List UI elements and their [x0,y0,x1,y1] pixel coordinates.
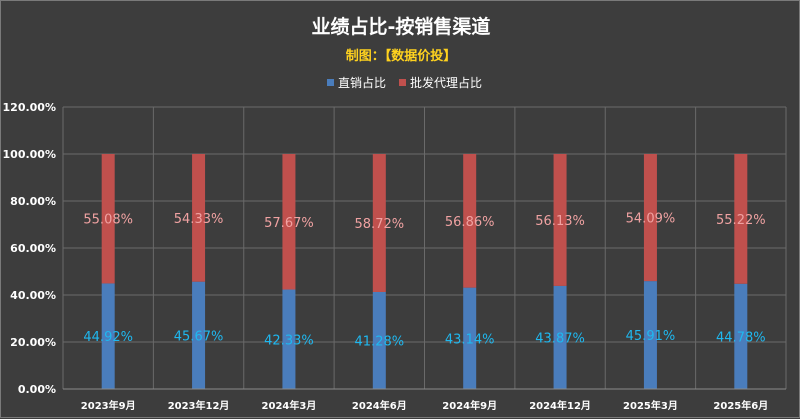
gridlines [62,106,787,390]
data-labels: 44.92% 55.08% 45.67% 54.33% 42.33% 57.67% 41.2… [83,212,765,350]
bar-segment-s2-1 [101,154,115,284]
x-axis: 2023年9月 2023年12月 2024年3月 2024年6月 2024年9月 2024… [63,388,786,412]
bar-segment-s1-8 [734,283,748,389]
data-label-s1-8: 44.78% [716,330,766,345]
x-tick-label: 2024年3月 [262,399,317,412]
x-tick-label: 2025年3月 [623,399,678,412]
data-label-s1-6: 43.87% [535,331,585,346]
bar-segment-s2-4 [372,154,386,292]
bar-segment-s2-7 [643,154,657,282]
legend-label-1: 直销占比 [338,75,386,90]
x-tick-label: 2024年12月 [529,399,591,412]
y-tick-label: 100.00% [3,148,56,161]
data-label-s2-1: 55.08% [83,213,133,228]
legend-swatch-1 [327,79,334,86]
bar-segment-s2-5 [463,154,477,288]
data-label-s1-2: 45.67% [174,329,224,344]
bar-segment-s1-6 [553,285,567,389]
chart-title: 业绩占比-按销售渠道 [312,15,491,38]
y-tick-label: 80.00% [10,195,56,208]
y-tick-label: 20.00% [10,336,56,349]
data-label-s2-7: 54.09% [626,212,676,227]
bar-segment-s1-1 [101,283,115,389]
legend-swatch-2 [399,79,406,86]
y-tick-label: 40.00% [10,289,56,302]
x-tick-label: 2024年6月 [352,399,407,412]
x-tick-label: 2023年9月 [81,399,136,412]
bar-segment-s2-8 [734,154,748,284]
data-label-s1-5: 43.14% [445,332,495,347]
data-label-s2-3: 57.67% [264,216,314,231]
bar-segment-s1-2 [192,281,206,389]
x-tick-label: 2024年9月 [442,399,497,412]
y-axis: 0.00% 20.00% 40.00% 60.00% 80.00% 100.00% 120.… [3,101,56,396]
data-label-s2-6: 56.13% [535,214,585,229]
bar-segment-s1-7 [643,281,657,389]
legend-label-2: 批发代理占比 [410,75,482,90]
data-label-s2-4: 58.72% [355,217,405,232]
data-label-s2-2: 54.33% [174,212,224,227]
bar-segment-s1-4 [372,291,386,389]
data-label-s1-3: 42.33% [264,333,314,348]
x-tick-label: 2025年6月 [713,399,768,412]
data-label-s1-4: 41.28% [355,334,405,349]
data-label-s1-1: 44.92% [83,330,133,345]
bar-segment-s2-6 [553,154,567,286]
chart-subtitle: 制图：【数据价投】 [346,48,457,64]
x-tick-label: 2023年12月 [168,399,230,412]
bar-segment-s1-3 [282,289,296,389]
bar-segment-s2-2 [192,154,206,282]
data-label-s2-8: 55.22% [716,213,766,228]
data-label-s2-5: 56.86% [445,215,495,230]
bar-segment-s1-5 [463,287,477,389]
y-tick-label: 0.00% [18,383,56,396]
data-label-s1-7: 45.91% [626,329,676,344]
y-tick-label: 60.00% [10,242,56,255]
y-tick-label: 120.00% [3,101,56,114]
bars [101,154,748,389]
bar-segment-s2-3 [282,154,296,290]
legend: 直销占比 批发代理占比 [327,75,482,90]
